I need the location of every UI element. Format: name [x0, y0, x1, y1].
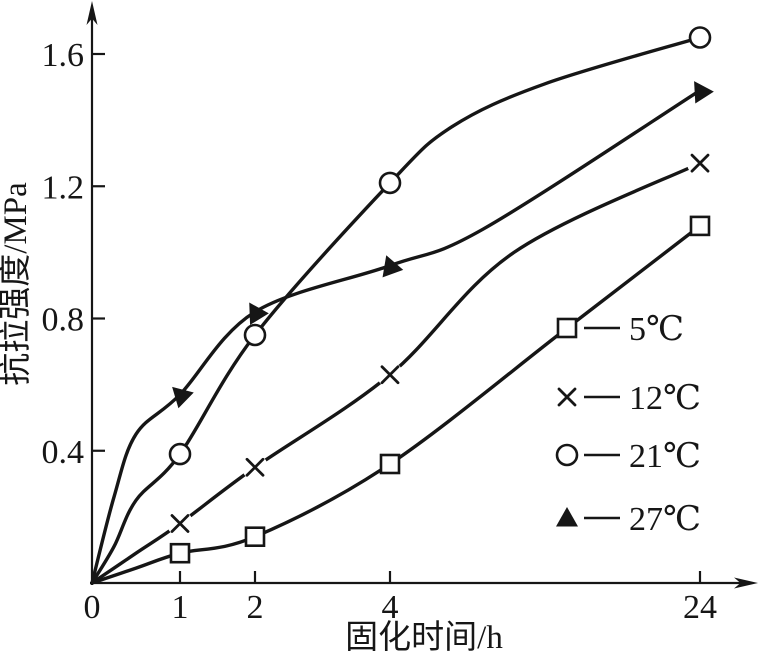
marker-x-4h	[377, 361, 403, 388]
marker-triangle-1h	[172, 386, 194, 409]
legend: 5℃ 12℃ 21℃ 27℃	[554, 311, 701, 538]
marker-circle-1h	[168, 442, 192, 466]
legend-row-12c: 12℃	[554, 380, 701, 417]
legend-marker-x	[554, 384, 580, 410]
y-tick-label-0.8: 0.8	[42, 302, 85, 339]
y-tick-label-1.6: 1.6	[42, 37, 85, 74]
x-tick-label-2: 2	[247, 589, 264, 626]
tick-labels: 0 1 2 4 240.40.81.21.6	[42, 37, 718, 626]
series-markers	[167, 26, 714, 564]
marker-x-2h	[242, 454, 268, 481]
x-tick-label-4: 4	[382, 589, 399, 626]
x-tick-label-1: 1	[172, 589, 189, 626]
legend-row-5c: 5℃	[556, 311, 684, 348]
legend-row-21c: 21℃	[555, 438, 701, 475]
series-curve-27c	[90, 88, 702, 585]
series-curves	[90, 35, 702, 585]
legend-label-21c: 21℃	[629, 438, 701, 475]
series-curve-21c	[90, 35, 702, 585]
legend-label-12c: 12℃	[629, 380, 701, 417]
marker-circle-24h	[688, 26, 712, 49]
x-axis-label: 固化时间/h	[345, 619, 503, 656]
x-tick-label-0: 0	[84, 589, 101, 626]
marker-x-1h	[167, 510, 193, 537]
marker-square-2h	[244, 526, 266, 548]
y-axis-arrow-icon	[86, 1, 98, 25]
legend-marker-square	[556, 317, 578, 339]
legend-label-27c: 27℃	[629, 501, 701, 538]
y-tick-label-1.2: 1.2	[42, 169, 85, 206]
marker-triangle-24h	[694, 81, 714, 104]
series-curve-5c	[90, 224, 702, 585]
marker-triangle-4h	[382, 255, 404, 278]
legend-marker-triangle	[556, 507, 578, 527]
legend-label-5c: 5℃	[629, 311, 684, 348]
legend-marker-circle	[555, 443, 579, 467]
y-axis-label: 抗拉强度/MPa	[0, 182, 34, 386]
series-curve-12c	[90, 161, 702, 585]
marker-square-24h	[689, 215, 711, 237]
axes	[86, 1, 758, 589]
marker-square-1h	[169, 542, 191, 564]
x-tick-label-24: 24	[683, 589, 717, 626]
marker-circle-2h	[243, 323, 267, 347]
y-tick-label-0.4: 0.4	[42, 434, 85, 471]
marker-x-24h	[687, 150, 713, 177]
marker-square-4h	[379, 453, 401, 475]
marker-circle-4h	[378, 171, 402, 195]
legend-row-27c: 27℃	[556, 501, 701, 538]
x-axis-arrow-icon	[734, 577, 758, 589]
marker-triangle-2h	[249, 302, 269, 325]
